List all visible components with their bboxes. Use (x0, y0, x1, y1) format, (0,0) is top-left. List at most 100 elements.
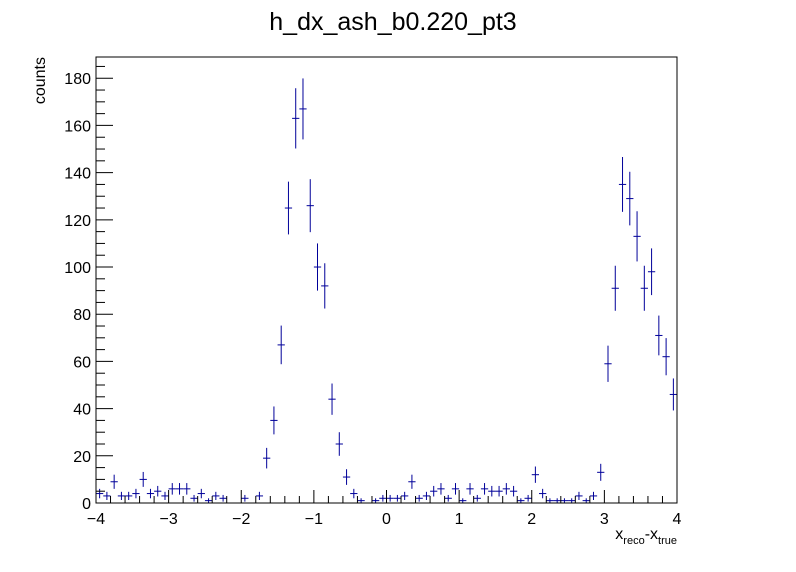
data-point (190, 494, 198, 502)
data-point (183, 483, 191, 495)
x-tick-label: 3 (600, 511, 609, 528)
data-point (117, 491, 126, 501)
data-point (502, 483, 510, 495)
y-tick-label: 60 (73, 354, 91, 371)
data-point (575, 491, 583, 501)
data-point (393, 494, 402, 502)
data-point (168, 483, 176, 495)
x-tick-label: 4 (673, 511, 682, 528)
data-point (437, 483, 445, 495)
data-point (379, 494, 387, 502)
data-point (357, 498, 365, 503)
data-point (669, 378, 677, 411)
data-point (219, 494, 227, 502)
y-axis: 0 20 40 60 80 100 120 140 160 180 (64, 65, 113, 513)
data-point (604, 345, 612, 382)
data-point (611, 265, 619, 311)
data-point (96, 488, 104, 499)
data-points (96, 78, 677, 504)
data-point (125, 491, 133, 501)
data-point (263, 447, 271, 469)
data-point (633, 211, 641, 262)
data-point (321, 263, 329, 309)
data-point (328, 383, 336, 415)
data-point (553, 498, 561, 503)
data-point (241, 494, 249, 502)
data-point (146, 488, 155, 499)
data-point (408, 474, 416, 489)
data-point (524, 494, 532, 502)
y-tick-label: 40 (73, 402, 91, 419)
data-point (597, 463, 605, 481)
data-point (132, 488, 140, 499)
data-point (299, 78, 307, 140)
data-point (647, 248, 656, 296)
plot-frame (95, 56, 678, 504)
data-point (313, 243, 322, 291)
x-tick-label: −3 (160, 511, 178, 528)
data-point (488, 485, 496, 497)
data-point (582, 498, 590, 503)
y-axis-label: counts (32, 57, 49, 104)
data-point (517, 498, 525, 503)
x-axis-label: xreco-xtrue (615, 526, 677, 547)
data-point (371, 498, 380, 503)
data-point (335, 432, 343, 456)
x-tick-label: −4 (87, 511, 105, 528)
y-tick-label: 100 (64, 260, 91, 277)
data-point (139, 471, 147, 487)
y-tick-label: 160 (64, 118, 91, 135)
x-tick-label: 0 (382, 511, 391, 528)
data-point (451, 483, 460, 495)
data-point (618, 157, 627, 212)
chart-title: h_dx_ash_b0.220_pt3 (269, 8, 516, 36)
data-point (495, 485, 503, 497)
data-point (430, 485, 438, 497)
data-point (539, 488, 547, 499)
y-tick-label: 180 (64, 71, 91, 88)
data-point (466, 483, 474, 495)
data-point (401, 491, 409, 501)
x-tick-label: −2 (232, 511, 250, 528)
data-point (546, 498, 554, 503)
data-point (161, 491, 169, 501)
data-point (103, 491, 111, 501)
data-point (197, 488, 205, 499)
data-point (306, 179, 314, 233)
data-point (292, 88, 300, 149)
data-point (204, 498, 213, 503)
data-point (626, 171, 634, 226)
x-tick-label: −1 (305, 511, 323, 528)
data-point (473, 494, 481, 502)
y-tick-label: 140 (64, 166, 91, 183)
data-point (640, 265, 648, 311)
data-point (342, 469, 351, 485)
x-axis: −4 −3 −2 −1 0 1 2 3 4 (87, 490, 682, 528)
data-point (284, 181, 293, 235)
data-point (422, 491, 431, 501)
x-tick-label: 1 (455, 511, 464, 528)
data-point (386, 494, 394, 502)
data-point (568, 498, 576, 503)
data-point (509, 485, 518, 497)
data-point (175, 483, 184, 495)
y-tick-label: 80 (73, 307, 91, 324)
data-point (589, 491, 598, 501)
data-point (415, 494, 423, 502)
data-point (212, 491, 220, 501)
data-point (444, 494, 452, 502)
data-point (270, 406, 278, 435)
x-tick-label: 2 (527, 511, 536, 528)
y-tick-label: 120 (64, 213, 91, 230)
data-point (459, 498, 467, 503)
data-point (560, 498, 569, 503)
data-point (154, 485, 162, 497)
data-point (531, 466, 540, 483)
data-point (655, 315, 663, 356)
data-point (110, 474, 118, 489)
data-point (662, 338, 670, 376)
data-point (480, 483, 489, 495)
data-point (255, 491, 264, 501)
y-tick-label: 20 (73, 449, 91, 466)
